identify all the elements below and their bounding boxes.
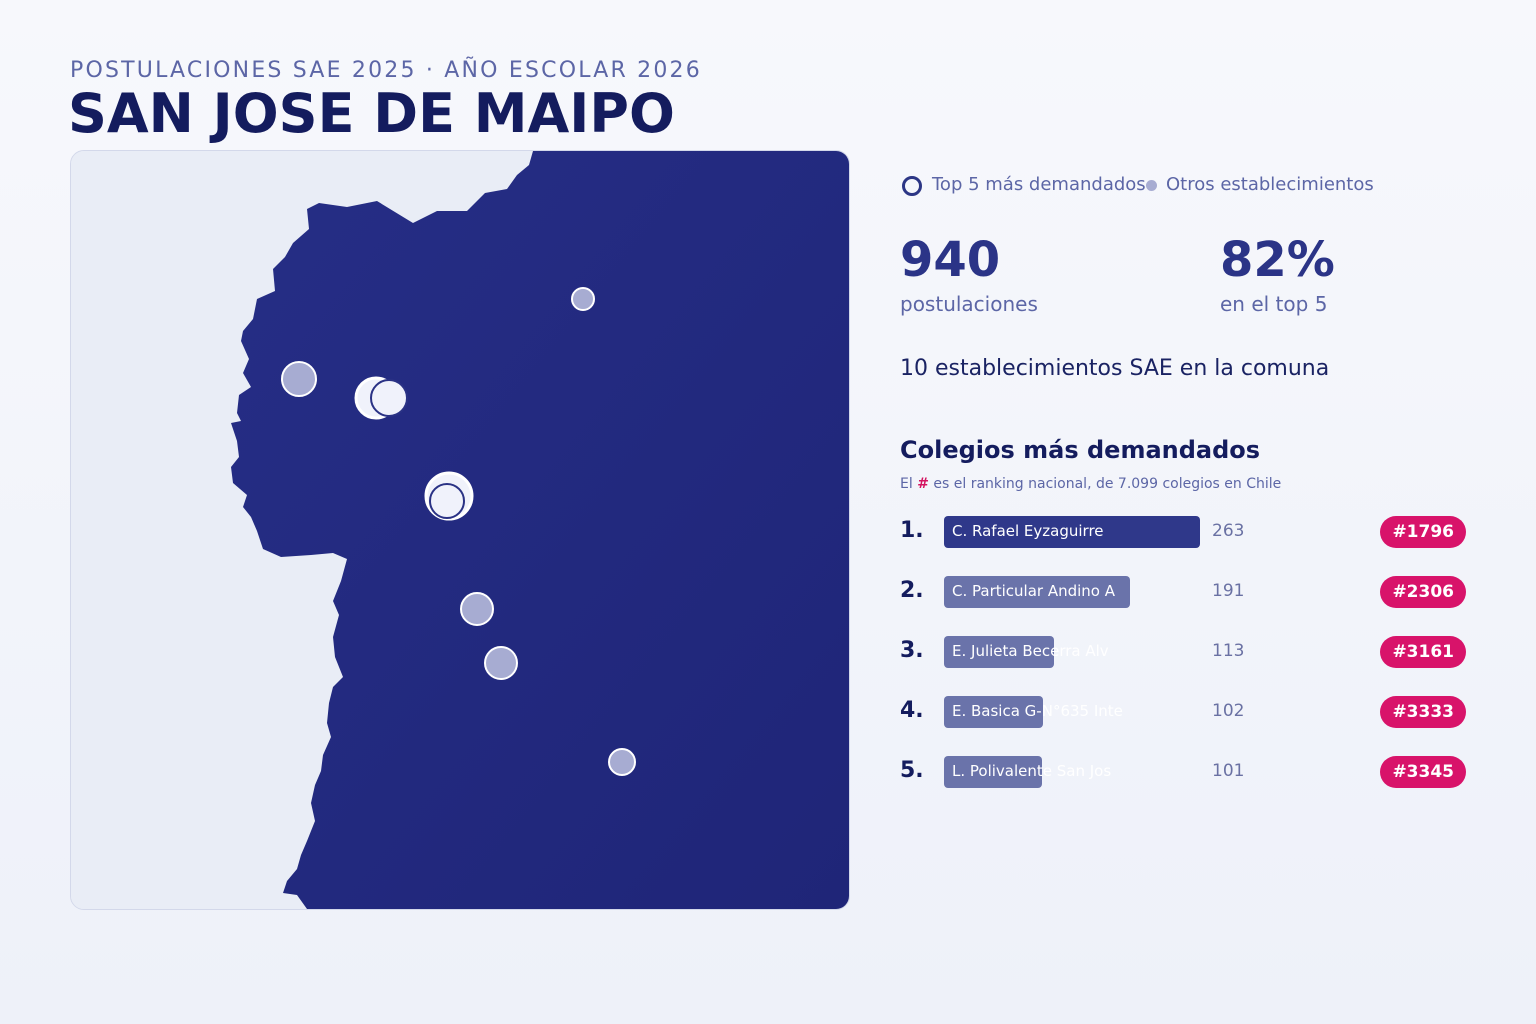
ranking-title: Colegios más demandados [900,436,1261,464]
ranking-row[interactable]: 2. C. Particular Andino A 191 #2306 [900,576,1466,608]
school-name: L. Polivalente San Jos [952,762,1112,780]
applications-count: 940 [900,232,1001,288]
rank-number: 5. [900,758,924,783]
application-count: 113 [1212,641,1245,661]
rank-number: 2. [900,578,924,603]
school-name: C. Particular Andino A [952,582,1116,600]
commune-title: SAN JOSE DE MAIPO [68,82,675,145]
demand-bar [944,756,1042,788]
commune-map[interactable] [70,150,850,910]
other-school-marker[interactable] [460,592,494,626]
rank-number: 1. [900,518,924,543]
others-legend-icon [1146,180,1157,191]
ranking-note-hash: # [917,476,929,492]
ranking-row[interactable]: 1. C. Rafael Eyzaguirre 263 #1796 [900,516,1466,548]
top5-legend-label: Top 5 más demandados [932,174,1146,195]
application-count: 102 [1212,701,1245,721]
top5-school-marker[interactable] [429,483,465,519]
ranking-note-prefix: El [900,476,913,492]
ranking-note: El # es el ranking nacional, de 7.099 co… [900,476,1281,492]
other-school-marker[interactable] [608,748,636,776]
application-count: 101 [1212,761,1245,781]
establishments-count: 10 establecimientos SAE en la comuna [900,356,1330,381]
other-school-marker[interactable] [571,287,595,311]
report-subtitle: POSTULACIONES SAE 2025 · AÑO ESCOLAR 202… [70,58,702,83]
top5-school-marker[interactable] [370,379,408,417]
ranking-note-suffix: es el ranking nacional, de 7.099 colegio… [933,476,1282,492]
rank-number: 3. [900,638,924,663]
national-rank-badge: #3345 [1380,756,1466,788]
map-canvas [71,151,849,909]
school-name: E. Julieta Becerra Alv [952,642,1109,660]
rank-number: 4. [900,698,924,723]
school-name: E. Basica G-N°635 Inte [952,702,1123,720]
national-rank-badge: #3161 [1380,636,1466,668]
national-rank-badge: #3333 [1380,696,1466,728]
other-school-marker[interactable] [281,361,317,397]
national-rank-badge: #2306 [1380,576,1466,608]
ranking-row[interactable]: 4. E. Basica G-N°635 Inte 102 #3333 [900,696,1466,728]
application-count: 191 [1212,581,1245,601]
top5-legend-icon [902,176,922,196]
ranking-row[interactable]: 3. E. Julieta Becerra Alv 113 #3161 [900,636,1466,668]
school-name: C. Rafael Eyzaguirre [952,522,1104,540]
top5-share: 82% [1220,232,1335,288]
other-school-marker[interactable] [484,646,518,680]
commune-area[interactable] [231,151,849,909]
demand-bar [944,636,1054,668]
ranking-row[interactable]: 5. L. Polivalente San Jos 101 #3345 [900,756,1466,788]
demand-bar [944,516,1200,548]
others-legend-label: Otros establecimientos [1166,174,1374,195]
national-rank-badge: #1796 [1380,516,1466,548]
top5-share-label: en el top 5 [1220,292,1328,316]
application-count: 263 [1212,521,1245,541]
school-markers [281,287,636,776]
demand-bar [944,696,1043,728]
demand-bar [944,576,1130,608]
applications-label: postulaciones [900,292,1038,316]
